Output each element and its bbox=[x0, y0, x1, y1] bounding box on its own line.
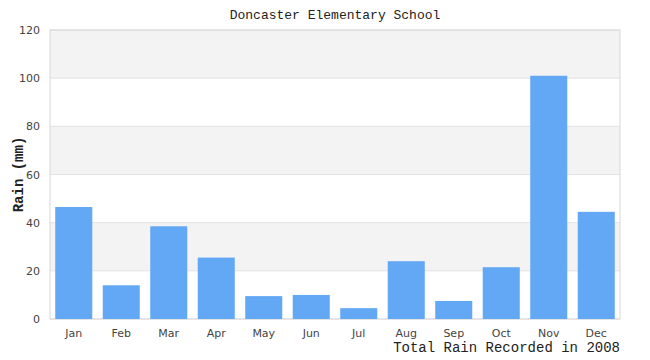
bar bbox=[530, 76, 567, 319]
chart-svg: 0 20 40 60 80 100 120 Jan Feb Mar Apr May Jun Jul Aug S… bbox=[0, 0, 650, 360]
y-tick-label: 40 bbox=[26, 217, 40, 230]
y-tick-label: 80 bbox=[26, 120, 40, 133]
bar bbox=[245, 296, 282, 319]
y-tick-label: 100 bbox=[19, 72, 40, 85]
x-tick-label: Mar bbox=[158, 327, 179, 340]
y-tick-label: 120 bbox=[19, 24, 40, 37]
x-tick-label: Sep bbox=[443, 327, 464, 340]
y-tick-label: 0 bbox=[33, 313, 40, 326]
bars bbox=[55, 76, 615, 319]
bar bbox=[198, 258, 235, 319]
x-tick-label: Apr bbox=[207, 327, 227, 340]
bar bbox=[388, 261, 425, 319]
x-tick-label: Jan bbox=[64, 327, 82, 340]
x-tick-label: Jul bbox=[351, 327, 365, 340]
x-tick-label: Jun bbox=[302, 327, 320, 340]
y-tick-label: 20 bbox=[26, 265, 40, 278]
plot-frame bbox=[50, 30, 620, 319]
bar bbox=[340, 308, 377, 319]
x-tick-label: Oct bbox=[492, 327, 512, 340]
grid-band bbox=[50, 30, 620, 78]
x-tick-label: Dec bbox=[586, 327, 607, 340]
y-axis-label: Rain (mm) bbox=[11, 137, 27, 213]
x-tick-label: Aug bbox=[396, 327, 417, 340]
bar bbox=[435, 301, 472, 319]
bar bbox=[103, 285, 140, 319]
bar bbox=[150, 226, 187, 319]
x-tick-label: Feb bbox=[112, 327, 131, 340]
chart-title: Doncaster Elementary School bbox=[230, 8, 441, 23]
chart-container: 0 20 40 60 80 100 120 Jan Feb Mar Apr May Jun Jul Aug S… bbox=[0, 0, 650, 360]
bar bbox=[578, 212, 615, 319]
x-axis-label: Total Rain Recorded in 2008 bbox=[393, 340, 620, 356]
bar bbox=[293, 295, 330, 319]
y-tick-label: 60 bbox=[26, 169, 40, 182]
plot-background bbox=[50, 30, 620, 319]
bar bbox=[55, 207, 92, 319]
x-tick-label: Nov bbox=[538, 327, 560, 340]
bar bbox=[483, 267, 520, 319]
x-tick-label: May bbox=[252, 327, 275, 340]
